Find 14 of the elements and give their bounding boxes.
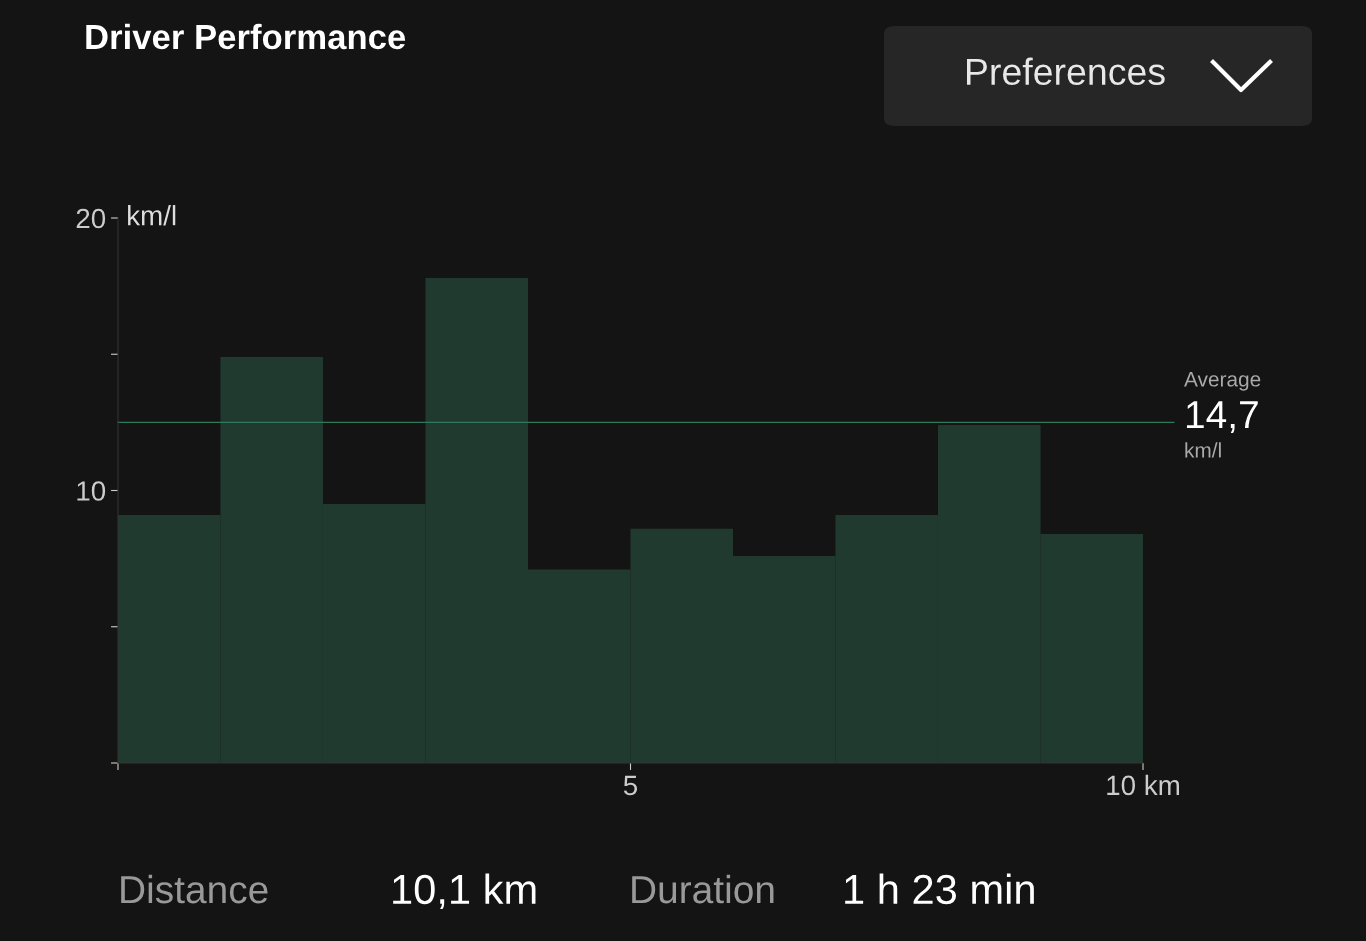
text: 10,1 km bbox=[393, 873, 536, 910]
text: Distance bbox=[121, 874, 268, 904]
chart-title: Driver Performance bbox=[86, 23, 406, 50]
y-tick-label: 10 bbox=[77, 481, 106, 501]
text: Preferences bbox=[966, 57, 1165, 86]
text: Duration bbox=[632, 874, 774, 904]
y-tick-label: 20 bbox=[76, 208, 106, 229]
y-axis-title: km/l bbox=[128, 205, 176, 226]
text: 1 h 23 min bbox=[845, 873, 1034, 905]
text: Average bbox=[1184, 372, 1261, 391]
x-tick-label: 10 km bbox=[1107, 774, 1179, 796]
text: km/l bbox=[1185, 442, 1221, 458]
x-tick-label: 5 bbox=[623, 775, 638, 796]
text: 14,7 bbox=[1186, 401, 1258, 434]
